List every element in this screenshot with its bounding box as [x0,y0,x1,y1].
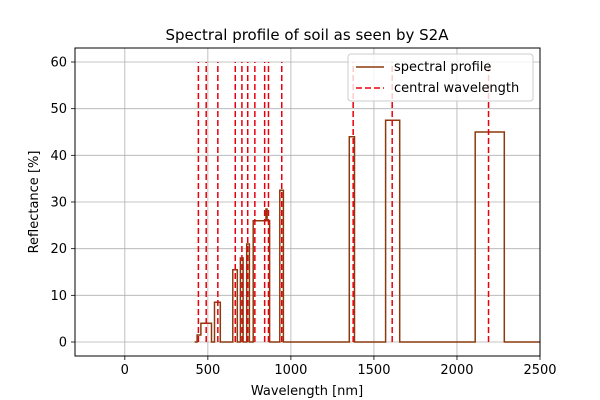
y-tick-label: 60 [50,56,67,71]
y-tick-label: 50 [50,102,67,117]
x-axis-label: Wavelength [nm] [251,384,363,399]
legend-label-central-wavelength: central wavelength [394,81,519,96]
y-tick-label: 20 [50,242,67,257]
x-tick-label: 2500 [523,363,556,378]
x-tick-label: 2000 [440,363,473,378]
x-tick-label: 0 [121,363,129,378]
legend: spectral profile central wavelength [347,53,534,102]
y-tick-label: 30 [50,196,67,211]
chart-title: Spectral profile of soil as seen by S2A [166,26,450,44]
y-tick-label: 10 [50,289,67,304]
x-tick-label: 500 [195,363,220,378]
spectral-profile-line [194,119,540,343]
y-tick-label: 0 [59,336,67,351]
x-tick-label: 1500 [357,363,390,378]
legend-box [347,53,534,102]
legend-label-spectral-profile: spectral profile [394,60,491,75]
y-tick-label: 40 [50,149,67,164]
axis-ticks: 0 500 1000 1500 2000 2500 0 10 20 30 40 50 60 [50,56,556,379]
x-tick-label: 1000 [274,363,307,378]
y-axis-label: Reflectance [%] [27,151,42,254]
chart-marks [194,62,540,343]
